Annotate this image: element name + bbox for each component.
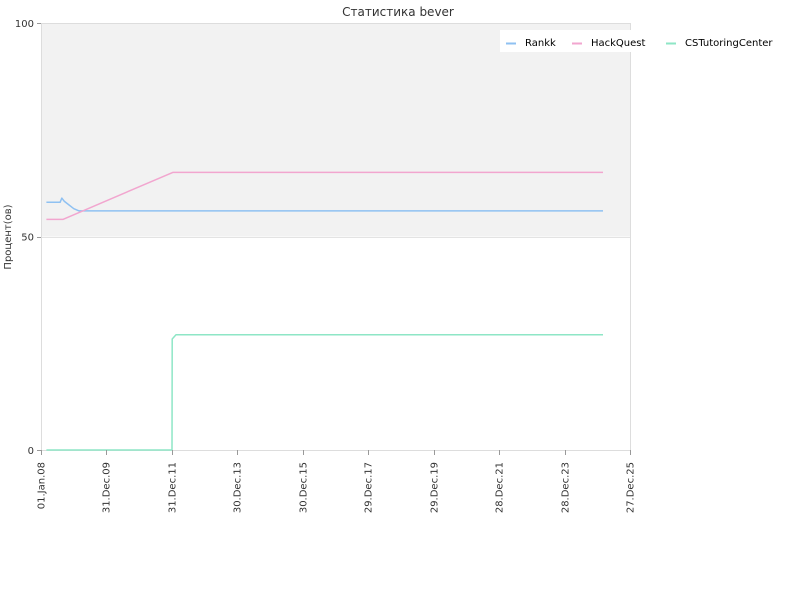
legend: Rankk HackQuest CSTutoringCenter: [500, 30, 790, 52]
chart-title: Статистика bever: [342, 5, 454, 19]
series-line-rankk: [46, 197, 603, 212]
x-tick-label: 29.Dec.17: [364, 462, 375, 513]
y-axis-ticks: 0 50 100: [15, 19, 41, 457]
legend-label: CSTutoringCenter: [685, 38, 773, 49]
series-line-cstutoringcenter: [46, 333, 603, 451]
y-tick-label: 0: [28, 446, 34, 457]
x-tick-label: 30.Dec.15: [299, 462, 310, 513]
series-line-hackquest: [46, 171, 603, 221]
x-tick-label: 29.Dec.19: [430, 462, 441, 513]
x-tick-label: 28.Dec.23: [561, 462, 572, 513]
upper-half-band: [41, 23, 630, 237]
legend-label: HackQuest: [591, 38, 646, 49]
series-layer: [46, 171, 603, 451]
x-tick-label: 30.Dec.13: [233, 462, 244, 513]
x-tick-label: 27.Dec.25: [626, 462, 637, 513]
legend-label: Rankk: [525, 38, 556, 49]
x-tick-label: 31.Dec.11: [168, 462, 179, 513]
legend-background: [500, 30, 790, 52]
y-tick-label: 50: [21, 233, 34, 244]
plot-frame: [41, 23, 631, 451]
y-axis-label: Процент(ов): [3, 204, 14, 269]
x-tick-label: 31.Dec.09: [102, 462, 113, 513]
x-tick-label: 28.Dec.21: [495, 462, 506, 513]
x-axis-ticks: 01.Jan.08 31.Dec.09 31.Dec.11 30.Dec.13 30.D…: [37, 450, 637, 513]
y-tick-label: 100: [15, 19, 34, 30]
x-tick-label: 01.Jan.08: [37, 462, 48, 509]
